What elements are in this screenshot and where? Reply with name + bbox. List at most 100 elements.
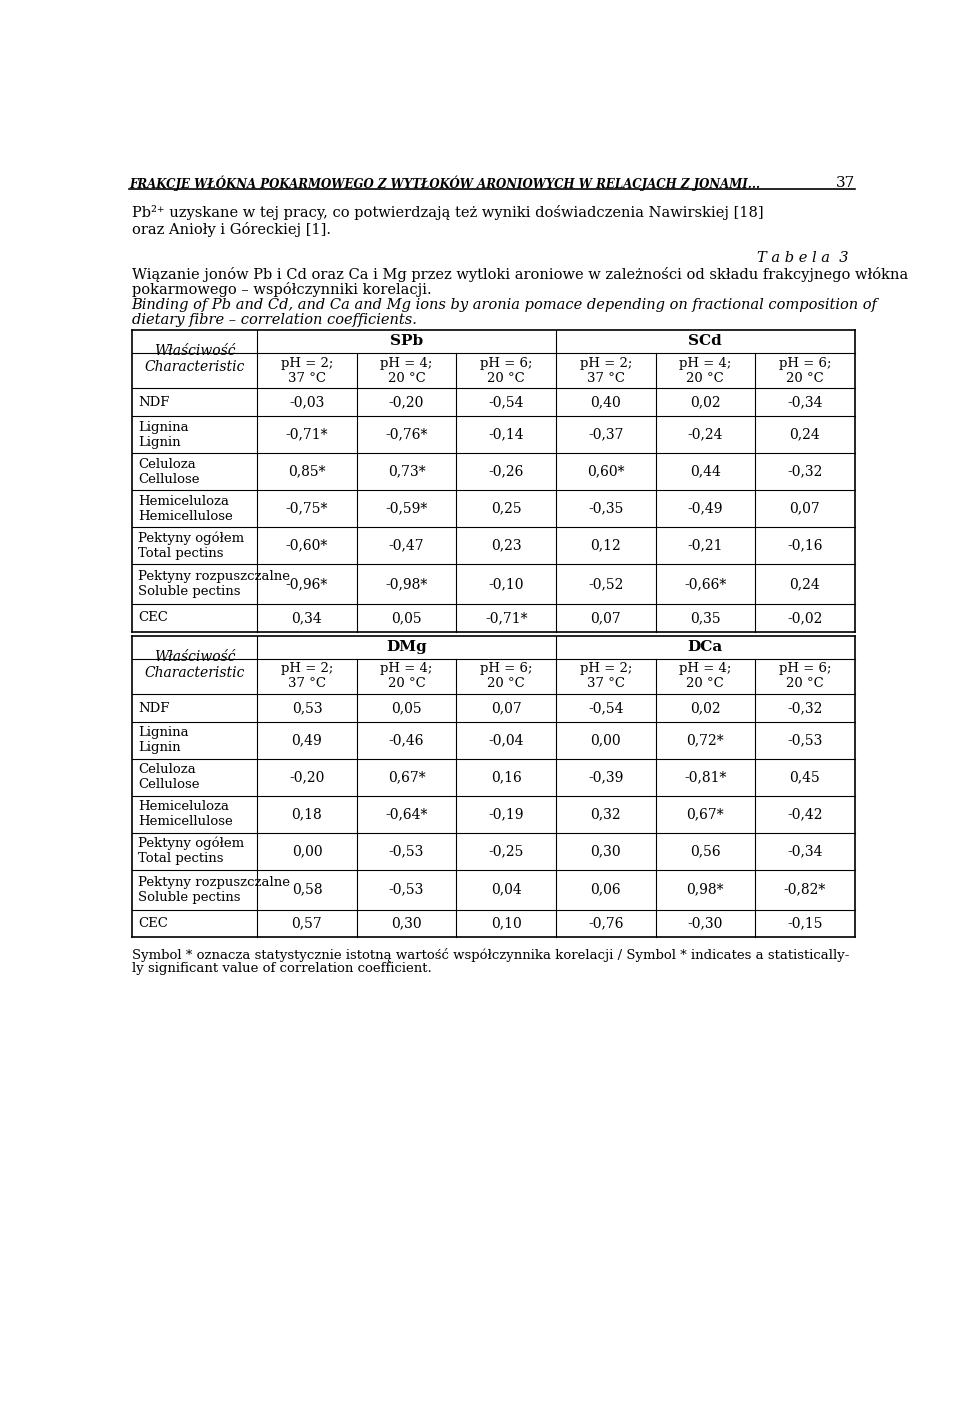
Text: -0,32: -0,32 — [787, 464, 823, 478]
Text: -0,53: -0,53 — [389, 844, 424, 858]
Text: -0,64*: -0,64* — [385, 808, 428, 822]
Text: DCa: DCa — [687, 641, 723, 655]
Text: Lignina
Lignin: Lignina Lignin — [138, 726, 188, 754]
Text: -0,10: -0,10 — [489, 578, 524, 592]
Text: Celuloza
Cellulose: Celuloza Cellulose — [138, 457, 200, 485]
Text: 0,18: 0,18 — [292, 808, 323, 822]
Text: 0,02: 0,02 — [690, 395, 721, 409]
Text: pH = 4;
20 °C: pH = 4; 20 °C — [679, 662, 732, 690]
Text: 0,34: 0,34 — [292, 611, 323, 625]
Text: -0,15: -0,15 — [787, 917, 823, 931]
Text: 0,60*: 0,60* — [587, 464, 625, 478]
Text: CEC: CEC — [138, 611, 168, 624]
Text: -0,53: -0,53 — [389, 883, 424, 897]
Text: Binding of Pb and Cd, and Ca and Mg ions by aronia pomace depending on fractiona: Binding of Pb and Cd, and Ca and Mg ions… — [132, 297, 877, 311]
Text: -0,30: -0,30 — [687, 917, 723, 931]
Text: FRAKCJE WŁÓKNA POKARMOWEGO Z WYTŁOKÓW ARONIOWYCH W RELACJACH Z JONAMI...: FRAKCJE WŁÓKNA POKARMOWEGO Z WYTŁOKÓW AR… — [130, 175, 760, 192]
Text: Hemiceluloza
Hemicellulose: Hemiceluloza Hemicellulose — [138, 495, 232, 523]
Text: oraz Anioły i Góreckiej [1].: oraz Anioły i Góreckiej [1]. — [132, 222, 330, 237]
Text: pH = 4;
20 °C: pH = 4; 20 °C — [380, 662, 433, 690]
Text: -0,54: -0,54 — [588, 701, 623, 715]
Text: 0,24: 0,24 — [789, 428, 820, 442]
Text: Celuloza
Cellulose: Celuloza Cellulose — [138, 763, 200, 791]
Text: pokarmowego – współczynniki korelacji.: pokarmowego – współczynniki korelacji. — [132, 282, 431, 297]
Text: -0,82*: -0,82* — [783, 883, 826, 897]
Text: Pb²⁺ uzyskane w tej pracy, co potwierdzają też wyniki doświadczenia Nawirskiej [: Pb²⁺ uzyskane w tej pracy, co potwierdza… — [132, 205, 763, 220]
Text: 0,07: 0,07 — [491, 701, 521, 715]
Text: -0,76: -0,76 — [588, 917, 623, 931]
Text: DMg: DMg — [386, 641, 427, 655]
Text: Właściwość
Characteristic: Właściwość Characteristic — [144, 649, 245, 680]
Text: 37: 37 — [835, 175, 854, 189]
Text: 0,49: 0,49 — [292, 733, 323, 747]
Text: 0,04: 0,04 — [491, 883, 521, 897]
Text: 0,07: 0,07 — [590, 611, 621, 625]
Text: NDF: NDF — [138, 701, 169, 715]
Text: -0,42: -0,42 — [787, 808, 823, 822]
Text: 0,73*: 0,73* — [388, 464, 425, 478]
Text: 0,07: 0,07 — [789, 502, 820, 516]
Text: -0,19: -0,19 — [489, 808, 524, 822]
Text: 0,35: 0,35 — [690, 611, 721, 625]
Text: 0,12: 0,12 — [590, 538, 621, 552]
Text: -0,25: -0,25 — [489, 844, 524, 858]
Text: -0,16: -0,16 — [787, 538, 823, 552]
Text: -0,98*: -0,98* — [385, 578, 428, 592]
Text: -0,34: -0,34 — [787, 844, 823, 858]
Text: 0,23: 0,23 — [491, 538, 521, 552]
Text: 0,00: 0,00 — [590, 733, 621, 747]
Text: pH = 2;
37 °C: pH = 2; 37 °C — [580, 662, 632, 690]
Text: -0,71*: -0,71* — [286, 428, 328, 442]
Text: Symbol * oznacza statystycznie istotną wartość współczynnika korelacji / Symbol : Symbol * oznacza statystycznie istotną w… — [132, 948, 849, 962]
Text: 0,45: 0,45 — [789, 770, 820, 784]
Text: 0,44: 0,44 — [690, 464, 721, 478]
Text: Pektyny rozpuszczalne
Soluble pectins: Pektyny rozpuszczalne Soluble pectins — [138, 876, 290, 904]
Text: 0,58: 0,58 — [292, 883, 323, 897]
Text: -0,46: -0,46 — [389, 733, 424, 747]
Text: pH = 6;
20 °C: pH = 6; 20 °C — [779, 662, 831, 690]
Text: 0,02: 0,02 — [690, 701, 721, 715]
Text: pH = 6;
20 °C: pH = 6; 20 °C — [779, 356, 831, 384]
Text: pH = 2;
37 °C: pH = 2; 37 °C — [280, 356, 333, 384]
Text: -0,04: -0,04 — [489, 733, 524, 747]
Text: dietary fibre – correlation coefficients.: dietary fibre – correlation coefficients… — [132, 313, 417, 327]
Text: 0,06: 0,06 — [590, 883, 621, 897]
Text: -0,54: -0,54 — [489, 395, 524, 409]
Text: -0,81*: -0,81* — [684, 770, 727, 784]
Text: -0,37: -0,37 — [588, 428, 623, 442]
Text: Wiązanie jonów Pb i Cd oraz Ca i Mg przez wytloki aroniowe w zależności od skład: Wiązanie jonów Pb i Cd oraz Ca i Mg prze… — [132, 266, 908, 282]
Text: 0,30: 0,30 — [590, 844, 621, 858]
Text: Hemiceluloza
Hemicellulose: Hemiceluloza Hemicellulose — [138, 801, 232, 829]
Text: pH = 2;
37 °C: pH = 2; 37 °C — [280, 662, 333, 690]
Text: -0,47: -0,47 — [389, 538, 424, 552]
Text: pH = 2;
37 °C: pH = 2; 37 °C — [580, 356, 632, 384]
Text: Lignina
Lignin: Lignina Lignin — [138, 421, 188, 449]
Text: -0,71*: -0,71* — [485, 611, 527, 625]
Text: 0,98*: 0,98* — [686, 883, 724, 897]
Text: -0,35: -0,35 — [588, 502, 623, 516]
Text: 0,40: 0,40 — [590, 395, 621, 409]
Text: 0,72*: 0,72* — [686, 733, 724, 747]
Text: -0,20: -0,20 — [389, 395, 424, 409]
Text: 0,24: 0,24 — [789, 578, 820, 592]
Text: -0,24: -0,24 — [687, 428, 723, 442]
Text: 0,05: 0,05 — [392, 611, 421, 625]
Text: -0,20: -0,20 — [289, 770, 324, 784]
Text: ly significant value of correlation coefficient.: ly significant value of correlation coef… — [132, 962, 431, 976]
Text: T a b e l a  3: T a b e l a 3 — [757, 251, 849, 265]
Text: -0,52: -0,52 — [588, 578, 623, 592]
Text: -0,59*: -0,59* — [385, 502, 428, 516]
Text: 0,25: 0,25 — [491, 502, 521, 516]
Text: -0,39: -0,39 — [588, 770, 623, 784]
Text: SCd: SCd — [688, 335, 722, 349]
Text: -0,53: -0,53 — [787, 733, 823, 747]
Text: pH = 4;
20 °C: pH = 4; 20 °C — [679, 356, 732, 384]
Text: pH = 4;
20 °C: pH = 4; 20 °C — [380, 356, 433, 384]
Text: -0,76*: -0,76* — [385, 428, 428, 442]
Text: -0,32: -0,32 — [787, 701, 823, 715]
Text: -0,14: -0,14 — [489, 428, 524, 442]
Text: CEC: CEC — [138, 917, 168, 930]
Text: 0,30: 0,30 — [392, 917, 421, 931]
Text: -0,26: -0,26 — [489, 464, 524, 478]
Text: 0,32: 0,32 — [590, 808, 621, 822]
